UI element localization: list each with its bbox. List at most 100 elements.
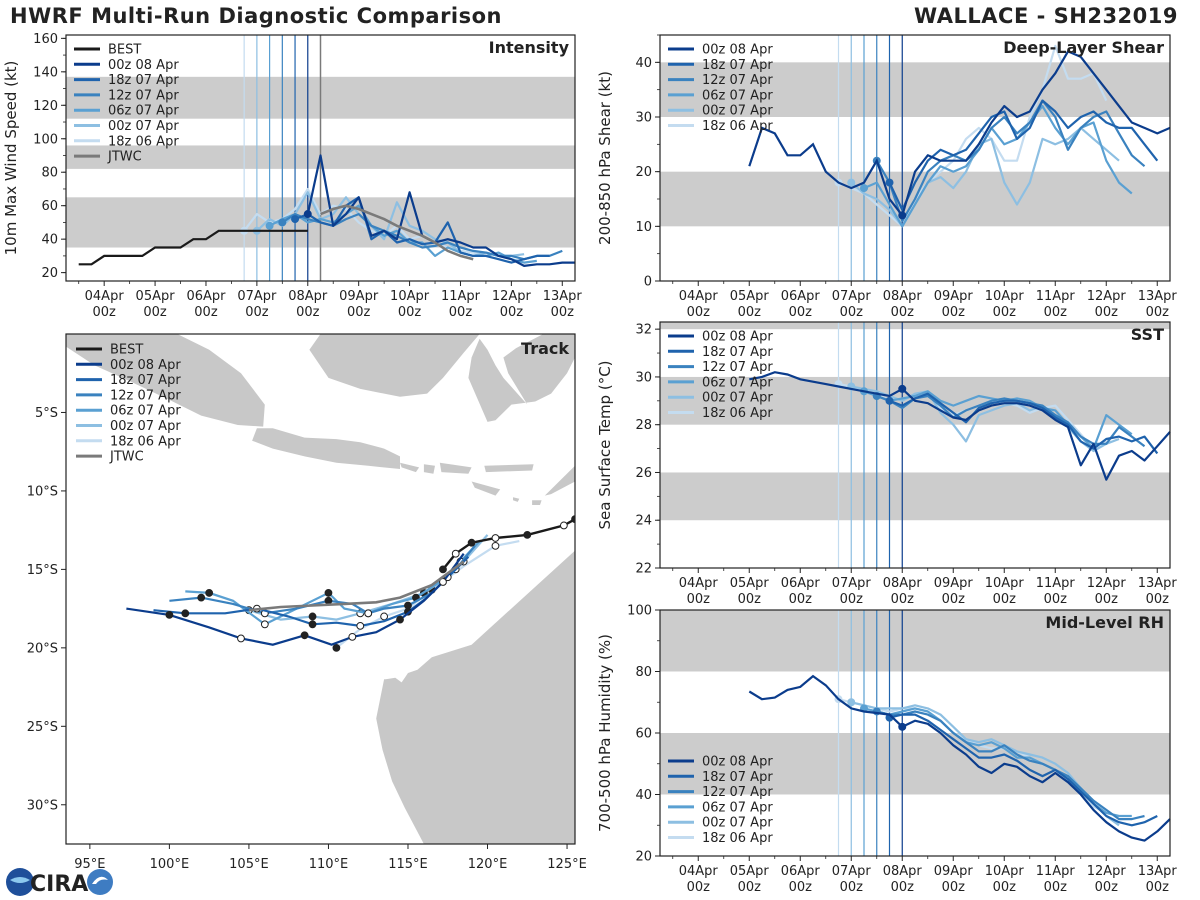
series-line (901, 719, 1171, 842)
legend-label: BEST (108, 43, 141, 58)
init-point (303, 210, 312, 219)
track-panel: 95°E 100°E 105°E 110°E 115°E 120°E 125°E 5°S 10°… (27, 333, 587, 872)
x-tick-label: 06Apr 00z (781, 289, 821, 320)
x-tick-label-line: 09Apr (934, 576, 974, 591)
x-tick-label: 11Apr 00z (1036, 289, 1076, 320)
land-java (252, 428, 400, 469)
x-tick-label: 13Apr 00z (1138, 289, 1178, 320)
x-tick-label-line: 10Apr (985, 864, 1025, 879)
x-tick-label-line: 07Apr (832, 289, 872, 304)
x-tick-label-line: 00z (1095, 305, 1119, 320)
land-borneo (309, 334, 480, 397)
x-tick-label: 05Apr 00z (730, 864, 770, 895)
legend-label: 06z 07 Apr (108, 104, 179, 119)
legend-label: 18z 06 Apr (110, 434, 181, 449)
y-tick-label: 20 (635, 165, 652, 180)
x-tick-label: 10Apr 00z (985, 576, 1025, 607)
y-axis-label: 200-850 hPa Shear (kt) (596, 71, 614, 245)
x-tick-label-line: 00z (993, 305, 1017, 320)
legend-label: 18z 06 Apr (702, 831, 773, 846)
y-tick-label: 80 (41, 166, 58, 181)
x-tick-label-line: 00z (840, 305, 864, 320)
track-marker (260, 620, 269, 629)
x-tick-label: 06Apr 00z (186, 289, 226, 320)
x-tick-label-line: 00z (891, 305, 915, 320)
plot-frame (659, 321, 1171, 569)
legend-label: 00z 07 Apr (110, 419, 181, 434)
x-tick-label-line: 00z (92, 305, 116, 320)
x-tick-label-line: 06Apr (781, 289, 821, 304)
x-tick-label-line: 00z (1095, 592, 1119, 607)
track-line (126, 553, 465, 646)
init-point (860, 184, 868, 193)
x-tick-label: 08Apr 00z (883, 576, 923, 607)
y-tick-label: 40 (635, 56, 652, 71)
y-tick-label: 5°S (35, 406, 58, 421)
series-line (850, 126, 1120, 228)
y-tick-label: 160 (33, 32, 58, 47)
y-tick-label: 120 (33, 99, 58, 114)
x-tick-label-line: 08Apr (883, 576, 923, 591)
x-tick-label-line: 11Apr (1036, 289, 1076, 304)
x-tick-label: 11Apr 00z (1036, 864, 1076, 895)
y-tick-label: 20 (635, 850, 652, 865)
x-tick-label-line: 00z (347, 305, 371, 320)
x-tick-label-line: 00z (942, 880, 966, 895)
x-tick-label: 13Apr 00z (1138, 576, 1178, 607)
track-marker (364, 609, 373, 618)
x-tick-label-line: 00z (194, 305, 218, 320)
legend-label: 18z 06 Apr (108, 134, 179, 149)
track-marker (396, 615, 404, 624)
track-marker (197, 593, 206, 602)
x-tick-label-line: 00z (789, 592, 813, 607)
x-tick-label-line: 00z (1146, 305, 1170, 320)
x-tick-label-line: 00z (1095, 880, 1119, 895)
x-tick-label-line: 00z (687, 592, 711, 607)
x-tick-label-line: 00z (245, 305, 269, 320)
map-frame (65, 333, 576, 845)
x-tick-label-line: 00z (687, 305, 711, 320)
x-tick-label-line: 05Apr (730, 864, 770, 879)
series-line (838, 698, 1107, 814)
track-marker (308, 620, 317, 629)
range-band (660, 610, 1170, 672)
x-tick-label: 04Apr 00z (679, 864, 719, 895)
x-tick-label-line: 06Apr (781, 864, 821, 879)
init-point (847, 698, 856, 707)
x-tick-label-line: 09Apr (934, 864, 974, 879)
legend-label: 12z 07 Apr (110, 388, 181, 403)
x-tick-label-line: 00z (500, 305, 524, 320)
track-marker (380, 612, 389, 621)
x-tick-label: 06Apr 00z (781, 576, 821, 607)
x-tick-label-line: 00z (687, 880, 711, 895)
legend-label: 18z 07 Apr (108, 73, 179, 88)
panel-title: Deep-Layer Shear (1003, 38, 1164, 57)
y-tick-label: 100 (627, 604, 652, 619)
series-line (851, 701, 1120, 827)
y-axis-label: 700-500 hPa Humidity (%) (596, 634, 614, 832)
legend-label: 12z 07 Apr (702, 785, 773, 800)
x-tick-label: 10Apr 00z (985, 864, 1025, 895)
range-band (660, 733, 1170, 795)
x-tick-label-line: 00z (840, 880, 864, 895)
legend-label: 00z 07 Apr (702, 391, 773, 406)
legend-label: 18z 07 Apr (702, 770, 773, 785)
x-tick-label-line: 13Apr (1138, 576, 1178, 591)
logo-text: CIRA (30, 872, 88, 897)
x-tick-label-line: 00z (398, 305, 422, 320)
x-tick-label-line: 07Apr (832, 576, 872, 591)
x-tick-label-line: 11Apr (1036, 864, 1076, 879)
y-tick-label: 15°S (27, 563, 58, 578)
x-tick-label-line: 04Apr (679, 864, 719, 879)
x-tick-label: 125°E (547, 857, 587, 872)
y-tick-label: 0 (644, 275, 652, 290)
track-marker (181, 609, 190, 618)
best-track-marker (467, 538, 476, 547)
storm-title: WALLACE - SH232019 (914, 4, 1178, 28)
x-tick-label-line: 00z (993, 880, 1017, 895)
x-tick-label-line: 00z (993, 592, 1017, 607)
main-title: HWRF Multi-Run Diagnostic Comparison (10, 4, 503, 28)
